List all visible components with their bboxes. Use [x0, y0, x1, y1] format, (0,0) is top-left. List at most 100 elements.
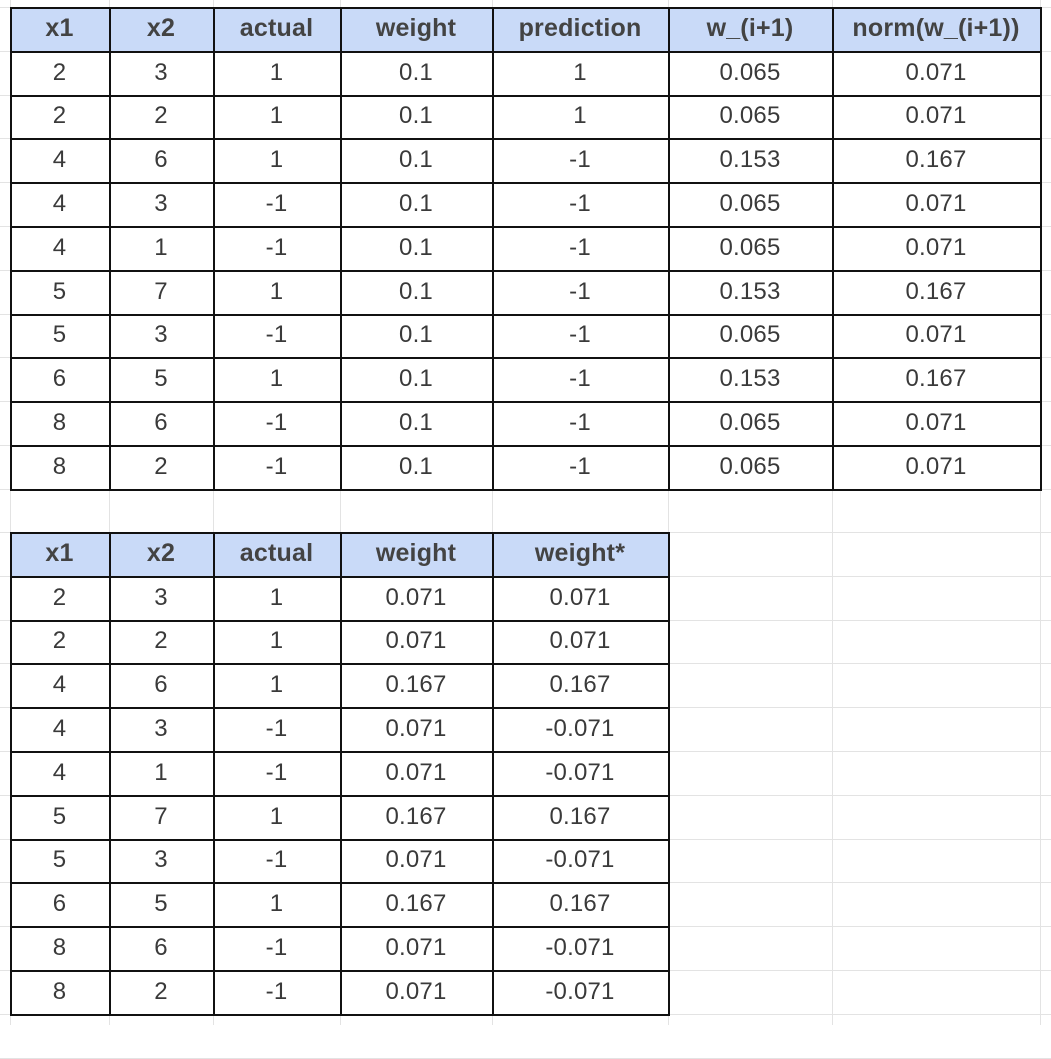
table-cell[interactable]: 3	[154, 190, 168, 218]
table-cell[interactable]: -1	[265, 233, 288, 261]
table-cell[interactable]: -1	[265, 977, 288, 1005]
table-cell[interactable]: -1	[569, 277, 591, 305]
column-header[interactable]: x1	[10, 532, 109, 576]
table-cell[interactable]: 4	[52, 758, 67, 786]
table-cell[interactable]: 0.071	[905, 190, 967, 218]
table-cell[interactable]: 0.1	[399, 190, 433, 218]
table-cell[interactable]: 1	[573, 58, 587, 86]
table-cell[interactable]: 0.065	[719, 233, 781, 261]
table-cell[interactable]: 1	[154, 758, 168, 786]
table-cell[interactable]: -0.071	[545, 758, 615, 786]
table-cell[interactable]: 0.071	[549, 627, 611, 655]
table-cell[interactable]: 0.167	[905, 365, 967, 393]
table-cell[interactable]: 8	[52, 452, 67, 480]
table-cell[interactable]: 0.065	[719, 102, 781, 130]
table-cell[interactable]: -1	[569, 321, 591, 349]
table-cell[interactable]: 1	[269, 146, 284, 174]
table-cell[interactable]: 2	[52, 102, 67, 130]
table-cell[interactable]: 0.065	[719, 452, 781, 480]
table-cell[interactable]: 6	[154, 934, 168, 962]
table-cell[interactable]: 1	[269, 890, 284, 918]
table-cell[interactable]: 0.071	[385, 846, 447, 874]
table-cell[interactable]: 5	[154, 365, 168, 393]
table-cell[interactable]: -0.071	[545, 715, 615, 743]
table-cell[interactable]: 2	[154, 452, 168, 480]
table-cell[interactable]: -1	[569, 452, 591, 480]
table-cell[interactable]: -1	[569, 409, 591, 437]
table-cell[interactable]: 0.071	[905, 409, 967, 437]
table-cell[interactable]: 0.167	[549, 802, 611, 830]
table-cell[interactable]: 6	[154, 671, 168, 699]
table-cell[interactable]: 2	[154, 977, 168, 1005]
table-cell[interactable]: 3	[154, 583, 168, 611]
table-cell[interactable]: 6	[154, 409, 168, 437]
table-cell[interactable]: 2	[52, 627, 67, 655]
table-cell[interactable]: -1	[265, 846, 288, 874]
table-cell[interactable]: 1	[269, 277, 284, 305]
table-cell[interactable]: 0.1	[399, 233, 433, 261]
table-cell[interactable]: 0.071	[905, 233, 967, 261]
table-cell[interactable]: 0.1	[399, 365, 433, 393]
table-cell[interactable]: 0.1	[399, 277, 433, 305]
table-cell[interactable]: 5	[52, 802, 67, 830]
table-cell[interactable]: -0.071	[545, 977, 615, 1005]
table-cell[interactable]: 0.071	[385, 934, 447, 962]
table-cell[interactable]: 0.167	[549, 671, 611, 699]
table-cell[interactable]: 6	[154, 146, 168, 174]
table-cell[interactable]: 6	[52, 890, 67, 918]
table-cell[interactable]: 4	[52, 233, 67, 261]
table-cell[interactable]: 0.1	[399, 452, 433, 480]
table-cell[interactable]: 0.1	[399, 102, 433, 130]
table-cell[interactable]: 0.153	[719, 365, 781, 393]
table-cell[interactable]: 5	[52, 321, 67, 349]
table-cell[interactable]: 0.071	[905, 102, 967, 130]
table-cell[interactable]: 4	[52, 146, 67, 174]
column-header[interactable]: actual	[213, 7, 340, 51]
table-cell[interactable]: 0.1	[399, 321, 433, 349]
table-cell[interactable]: 0.167	[385, 671, 447, 699]
table-cell[interactable]: 1	[269, 102, 284, 130]
table-cell[interactable]: 1	[269, 583, 284, 611]
table-cell[interactable]: -0.071	[545, 846, 615, 874]
table-cell[interactable]: 3	[154, 321, 168, 349]
table-cell[interactable]: 0.167	[385, 802, 447, 830]
table-cell[interactable]: 0.071	[905, 452, 967, 480]
table-cell[interactable]: -1	[569, 146, 591, 174]
column-header[interactable]: w_(i+1)	[668, 7, 832, 51]
table-cell[interactable]: -1	[265, 715, 288, 743]
column-header[interactable]: x2	[109, 7, 213, 51]
table-cell[interactable]: 3	[154, 58, 168, 86]
table-cell[interactable]: 0.1	[399, 58, 433, 86]
column-header[interactable]: x1	[10, 7, 109, 51]
table-cell[interactable]: -1	[569, 365, 591, 393]
table-cell[interactable]: 0.167	[549, 890, 611, 918]
table-cell[interactable]: 0.071	[385, 583, 447, 611]
table-cell[interactable]: 3	[154, 846, 168, 874]
table-cell[interactable]: 1	[573, 102, 587, 130]
table-cell[interactable]: 0.065	[719, 58, 781, 86]
column-header[interactable]: x2	[109, 532, 213, 576]
table-cell[interactable]: 0.153	[719, 146, 781, 174]
table-cell[interactable]: 8	[52, 977, 67, 1005]
table-cell[interactable]: 0.1	[399, 146, 433, 174]
table-cell[interactable]: 4	[52, 190, 67, 218]
table-cell[interactable]: 3	[154, 715, 168, 743]
table-cell[interactable]: -1	[265, 934, 288, 962]
column-header[interactable]: weight	[340, 7, 492, 51]
table-cell[interactable]: 7	[154, 802, 168, 830]
table-cell[interactable]: 1	[269, 802, 284, 830]
table-cell[interactable]: 4	[52, 715, 67, 743]
column-header[interactable]: prediction	[492, 7, 668, 51]
column-header[interactable]: weight*	[492, 532, 668, 576]
table-cell[interactable]: 2	[154, 102, 168, 130]
table-cell[interactable]: 2	[52, 583, 67, 611]
table-cell[interactable]: 0.167	[905, 277, 967, 305]
table-cell[interactable]: 2	[154, 627, 168, 655]
table-cell[interactable]: 0.167	[385, 890, 447, 918]
table-cell[interactable]: 0.065	[719, 321, 781, 349]
table-cell[interactable]: 6	[52, 365, 67, 393]
table-cell[interactable]: 0.153	[719, 277, 781, 305]
table-cell[interactable]: 0.065	[719, 190, 781, 218]
table-cell[interactable]: 7	[154, 277, 168, 305]
table-cell[interactable]: 1	[269, 365, 284, 393]
